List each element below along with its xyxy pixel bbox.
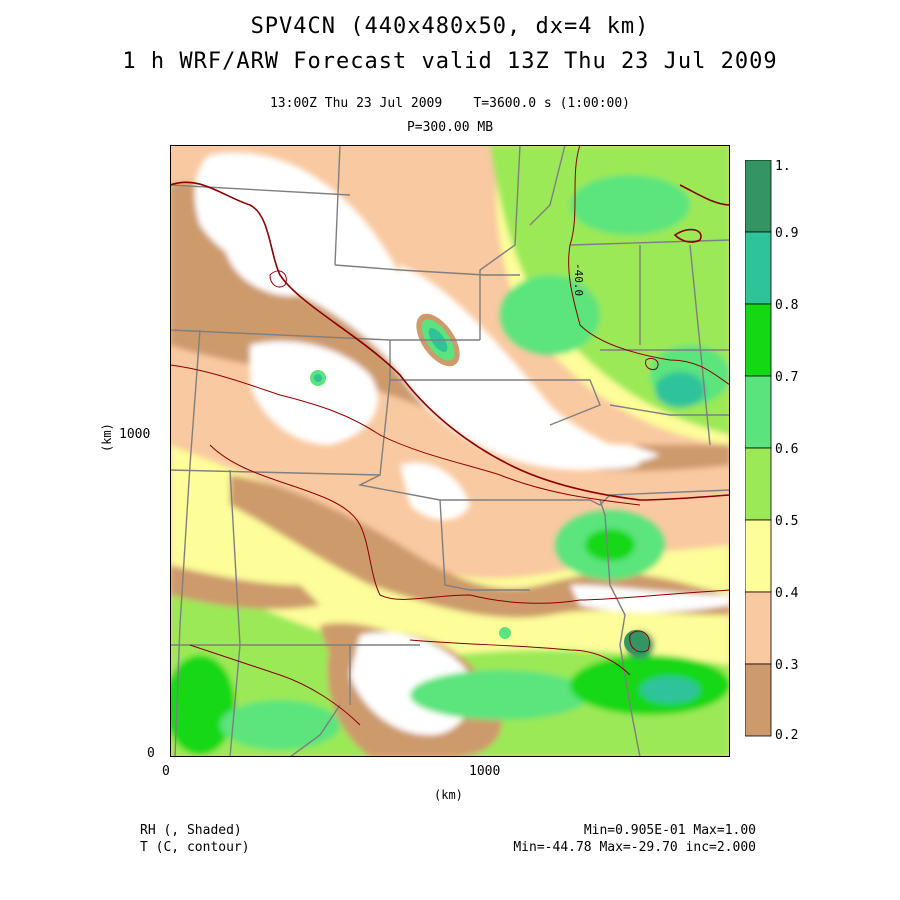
colorbar-label: 1. — [775, 159, 791, 174]
plot-title-line2: 1 h WRF/ARW Forecast valid 13Z Thu 23 Ju… — [122, 49, 778, 74]
y-axis-unit: (km) — [100, 423, 114, 452]
y-tick-label: 0 — [147, 746, 155, 761]
rh-missing-area — [570, 585, 730, 613]
y-tick-label: 1000 — [119, 427, 151, 442]
x-tick-label: 1000 — [469, 764, 501, 779]
rh-missing-area — [399, 265, 640, 469]
colorbar — [745, 160, 772, 737]
rh-missing-area — [224, 225, 320, 296]
rh-missing-area — [194, 152, 660, 470]
pressure-level-label: P=300.00 MB — [406, 120, 494, 135]
colorbar-band-09 — [745, 231, 772, 305]
state-borders — [170, 145, 730, 757]
rh-moist-cell — [655, 372, 705, 408]
x-tick-label: 0 — [162, 764, 170, 779]
colorbar-band-04 — [745, 591, 772, 665]
rh-band-brown — [170, 565, 320, 610]
colorbar-label: 0.6 — [775, 442, 799, 457]
rh-min-max: Min=0.905E-01 Max=1.00 — [583, 823, 756, 838]
rh-moist-cell — [640, 676, 700, 704]
colorbar-label: 0.7 — [775, 370, 799, 385]
contour-label: -40.0 — [572, 263, 585, 296]
rh-map-panel: -40.0 — [170, 145, 730, 757]
x-axis-unit: (km) — [434, 788, 463, 802]
colorbar-band-08 — [745, 303, 772, 377]
colorbar-label: 0.3 — [775, 658, 799, 673]
colorbar-label: 0.9 — [775, 226, 799, 241]
rh-band-brown — [230, 475, 730, 618]
colorbar-band-03 — [745, 663, 772, 737]
colorbar-label: 0.4 — [775, 586, 799, 601]
map-frame — [170, 145, 730, 757]
rh-moist-cell — [585, 529, 635, 561]
plot-title-line1: SPV4CN (440x480x50, dx=4 km) — [250, 14, 650, 39]
rh-missing-area — [250, 341, 378, 445]
rh-moist-cell — [170, 655, 235, 755]
colorbar-band-10 — [745, 160, 772, 233]
rh-field-shading — [170, 145, 730, 757]
colorbar-band-05 — [745, 519, 772, 593]
rh-moist-cell — [220, 700, 340, 750]
valid-time-label: 13:00Z Thu 23 Jul 2009 T=3600.0 s (1:00:… — [269, 96, 631, 111]
rh-moist-cell — [500, 275, 600, 355]
colorbar-label: 0.8 — [775, 298, 799, 313]
legend-temperature: T (C, contour) — [140, 840, 250, 855]
rh-moist-cell — [410, 670, 590, 720]
colorbar-band-07 — [745, 375, 772, 449]
colorbar-label: 0.2 — [775, 728, 799, 743]
rh-moist-cell — [499, 627, 511, 639]
rh-missing-area — [400, 462, 470, 520]
temperature-min-max: Min=-44.78 Max=-29.70 inc=2.000 — [513, 840, 756, 855]
legend-rh: RH (, Shaded) — [140, 823, 242, 838]
colorbar-label: 0.5 — [775, 514, 799, 529]
rh-moist-cell — [314, 374, 322, 382]
colorbar-band-06 — [745, 447, 772, 521]
temperature-contours — [170, 145, 730, 726]
rh-moist-cell — [570, 175, 690, 235]
